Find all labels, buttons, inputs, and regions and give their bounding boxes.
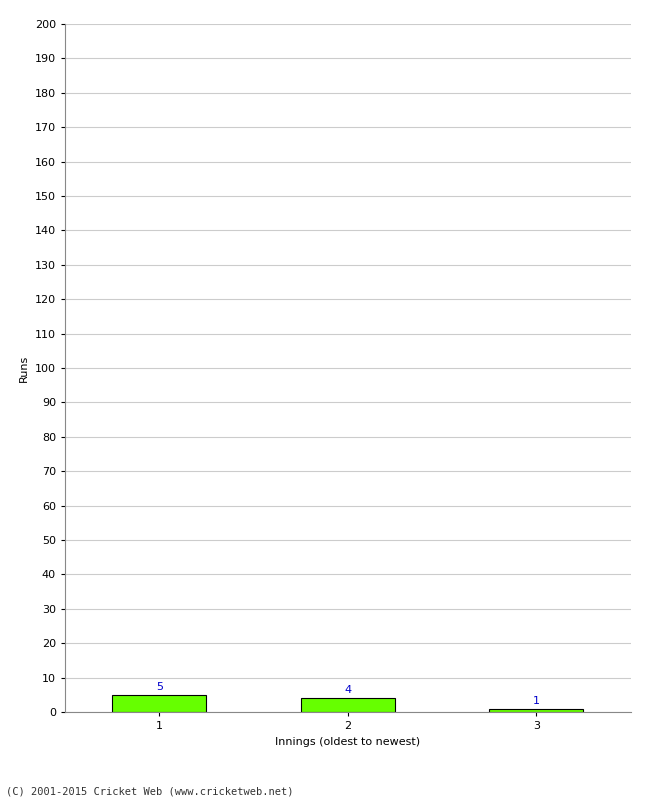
Y-axis label: Runs: Runs [20,354,29,382]
Text: 5: 5 [156,682,162,692]
Bar [489,709,584,712]
Text: 4: 4 [344,686,351,695]
Bar [112,694,207,712]
Bar [300,698,395,712]
Text: 1: 1 [533,696,540,706]
X-axis label: Innings (oldest to newest): Innings (oldest to newest) [275,737,421,746]
Text: (C) 2001-2015 Cricket Web (www.cricketweb.net): (C) 2001-2015 Cricket Web (www.cricketwe… [6,786,294,796]
